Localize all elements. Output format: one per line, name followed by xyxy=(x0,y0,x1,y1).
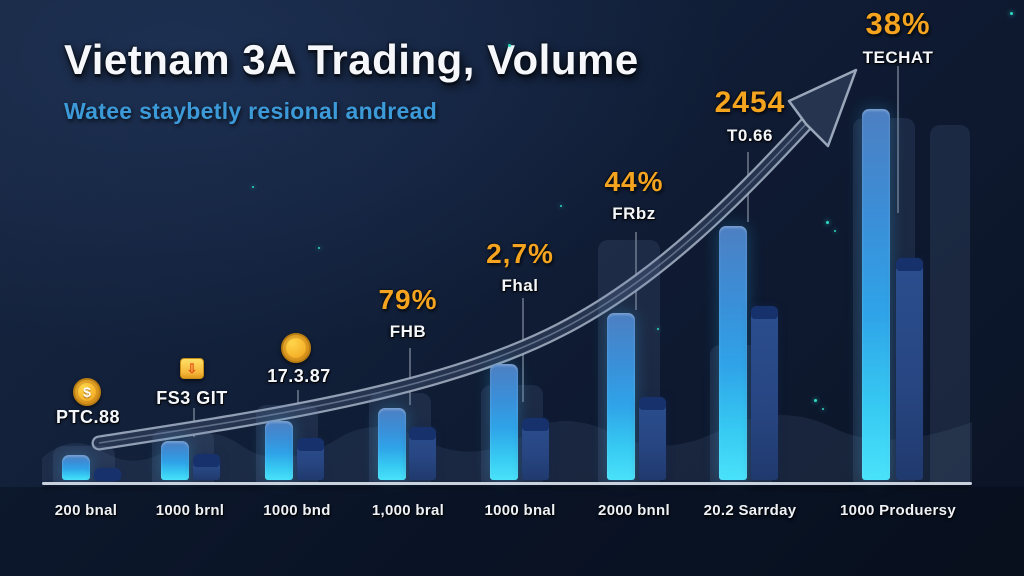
sparkle-dot xyxy=(1010,12,1013,15)
primary-bar xyxy=(161,441,189,480)
sparkle-dot xyxy=(814,399,817,402)
sparkle-dot xyxy=(560,205,562,207)
x-axis-label: 1000 bnd xyxy=(263,502,331,519)
secondary-bar xyxy=(751,306,778,480)
primary-bar xyxy=(607,313,635,480)
sparkle-dot xyxy=(657,328,659,330)
header: Vietnam 3A Trading, Volume Watee staybet… xyxy=(64,36,639,125)
sparkle-dot xyxy=(508,44,511,47)
secondary-bar xyxy=(409,427,436,480)
stat-callout: 2454 T0.66 xyxy=(715,86,786,146)
secondary-bar xyxy=(297,438,324,480)
stat-callout: 44% FRbz xyxy=(604,166,663,224)
dollar-coin-icon: $ xyxy=(73,378,101,406)
sparkle-dot xyxy=(252,186,254,188)
stat-value-text: 17.3.87 xyxy=(267,366,331,386)
stat-percent: 2,7% xyxy=(486,238,554,269)
stat-name: TECHAT xyxy=(862,48,934,67)
stat-name: T0.66 xyxy=(727,126,773,145)
secondary-bar xyxy=(193,454,220,480)
x-axis-label: 1,000 bral xyxy=(371,502,445,519)
gold-coin-icon xyxy=(281,333,311,363)
page-subtitle: Watee staybetly resional andread xyxy=(64,98,438,124)
stat-name: FRbz xyxy=(612,204,656,223)
sparkle-dot xyxy=(834,230,836,232)
sparkle-dot xyxy=(318,247,320,249)
trend-arrow-head xyxy=(787,68,858,148)
x-axis-label: 200 bnal xyxy=(54,502,118,519)
primary-bar xyxy=(862,109,890,480)
bar-group-silhouette xyxy=(930,125,970,484)
sparkle-dot xyxy=(822,408,824,410)
stat-callout: 38% TECHAT xyxy=(863,6,934,68)
secondary-bar xyxy=(896,258,923,480)
stat-callout: 2,7% Fhal xyxy=(486,238,554,296)
stat-name: FHB xyxy=(389,322,427,341)
x-axis-label: 1000 brnl xyxy=(155,502,225,519)
primary-bar xyxy=(378,408,406,480)
primary-bar xyxy=(490,364,518,480)
primary-bar xyxy=(719,226,747,480)
gift-badge-icon: ⇩ xyxy=(180,358,204,379)
stat-value-text: FS3 GIT xyxy=(156,388,228,408)
secondary-bar xyxy=(639,397,666,480)
x-axis-label: 1000 bnal xyxy=(484,502,556,519)
bottom-band xyxy=(0,487,1024,576)
x-axis-label: 1000 Produersy xyxy=(840,502,956,519)
stat-callout: 79% FHB xyxy=(378,284,437,342)
page-title: Vietnam 3A Trading, Volume xyxy=(64,36,639,83)
x-axis-label: 20.2 Sarrday xyxy=(703,502,797,519)
secondary-bar xyxy=(522,418,549,480)
x-axis-line xyxy=(42,482,972,485)
primary-bar xyxy=(265,421,293,480)
stat-percent: 79% xyxy=(378,284,438,315)
x-axis-label: 2000 bnnl xyxy=(598,502,670,519)
sparkle-dot xyxy=(826,221,829,224)
stat-percent: 44% xyxy=(604,166,664,197)
stat-name: Fhal xyxy=(501,276,539,295)
secondary-bar xyxy=(94,468,121,481)
stat-percent: 38% xyxy=(865,6,931,41)
primary-bar xyxy=(62,455,90,480)
stat-value-text: PTC.88 xyxy=(55,407,121,427)
stat-percent: 2454 xyxy=(714,86,786,119)
